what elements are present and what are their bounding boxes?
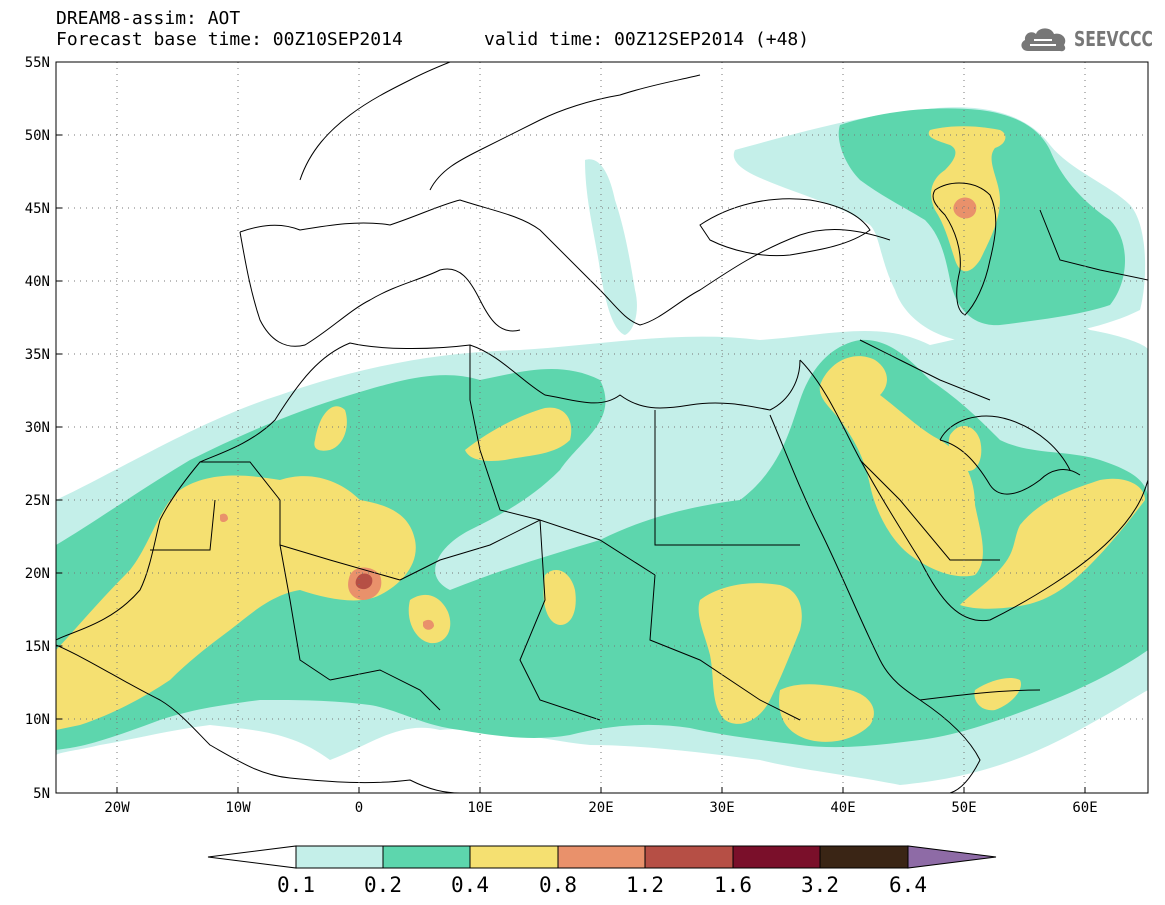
aot-level-0-1-balkans xyxy=(585,159,637,335)
logo-text: SEEVCCC xyxy=(1074,27,1153,51)
aot-level-0-4-chad xyxy=(543,570,576,625)
aot-level-0-4-sudan xyxy=(698,583,802,724)
colorbar-label: 0.8 xyxy=(539,873,577,897)
colorbar-swatch xyxy=(382,845,471,869)
seevccc-logo: SEEVCCC xyxy=(1018,22,1165,56)
colorbar-swatch xyxy=(295,845,384,869)
aot-level-0-4-oman xyxy=(960,478,1145,609)
grid-lines xyxy=(56,62,1148,793)
colorbar-label: 1.6 xyxy=(714,873,752,897)
aot-level-0-4-niger xyxy=(408,594,451,644)
latitude-labels: 55N 50N 45N 40N 35N 30N 25N 20N 15N 10N … xyxy=(25,55,50,802)
aot-level-0-4-arabia xyxy=(819,356,983,577)
lat-label: 50N xyxy=(25,128,50,144)
colorbar-swatch xyxy=(557,845,646,869)
aot-contours xyxy=(56,107,1148,785)
longitude-labels: 20W 10W 0 10E 20E 30E 40E 50E 60E xyxy=(104,800,1097,816)
lat-label: 10N xyxy=(25,712,50,728)
lon-label: 10E xyxy=(467,800,492,816)
lat-label: 25N xyxy=(25,493,50,509)
colorbar-label: 0.2 xyxy=(364,873,402,897)
aot-level-0-4-libya xyxy=(465,407,572,461)
map-title: DREAM8-assim: AOT xyxy=(56,8,241,29)
lat-label: 35N xyxy=(25,347,50,363)
lon-label: 60E xyxy=(1072,800,1097,816)
colorbar-labels: 0.1 0.2 0.4 0.8 1.2 1.6 3.2 6.4 xyxy=(277,873,927,897)
colorbar-high-arrow xyxy=(907,845,997,869)
lon-label: 40E xyxy=(830,800,855,816)
forecast-base-time: Forecast base time: 00Z10SEP2014 xyxy=(56,29,403,50)
lat-label: 5N xyxy=(33,786,50,802)
aot-level-0-4-west-africa xyxy=(56,475,416,730)
aot-level-0-8-caspian xyxy=(953,197,977,219)
lat-label: 45N xyxy=(25,201,50,217)
lon-label: 10W xyxy=(225,800,251,816)
colorbar-label: 0.4 xyxy=(451,873,489,897)
aot-level-0-4-gulf xyxy=(948,425,982,471)
colorbar-label: 3.2 xyxy=(801,873,839,897)
lon-label: 20E xyxy=(588,800,613,816)
aot-level-0-4-yemen xyxy=(974,678,1021,711)
coastlines xyxy=(56,62,1148,793)
lon-label: 20W xyxy=(104,800,130,816)
lat-label: 20N xyxy=(25,566,50,582)
cloud-icon xyxy=(1021,28,1066,52)
lon-label: 30E xyxy=(709,800,734,816)
colorbar-low-arrow xyxy=(207,845,297,869)
lat-label: 40N xyxy=(25,274,50,290)
aot-level-1-2-mali xyxy=(355,573,373,590)
aot-level-0-8-niger xyxy=(423,619,434,630)
valid-time: valid time: 00Z12SEP2014 (+48) xyxy=(484,29,810,50)
aot-level-0-8-mauritania xyxy=(220,513,228,522)
colorbar-swatch xyxy=(644,845,734,869)
axis-ticks xyxy=(56,61,1086,794)
colorbar-swatch xyxy=(732,845,821,869)
lat-label: 15N xyxy=(25,639,50,655)
colorbar-swatch xyxy=(469,845,559,869)
aot-level-0-4-algeria xyxy=(314,406,347,451)
lon-label: 50E xyxy=(951,800,976,816)
lon-label: 0 xyxy=(355,800,363,816)
colorbar-swatch xyxy=(819,845,909,869)
lat-label: 30N xyxy=(25,420,50,436)
colorbar-label: 6.4 xyxy=(889,873,927,897)
colorbar-label: 1.2 xyxy=(626,873,664,897)
colorbar-label: 0.1 xyxy=(277,873,315,897)
colorbar xyxy=(207,845,997,869)
aot-level-0-4-ethiopia xyxy=(779,684,874,742)
lat-label: 55N xyxy=(25,55,50,71)
